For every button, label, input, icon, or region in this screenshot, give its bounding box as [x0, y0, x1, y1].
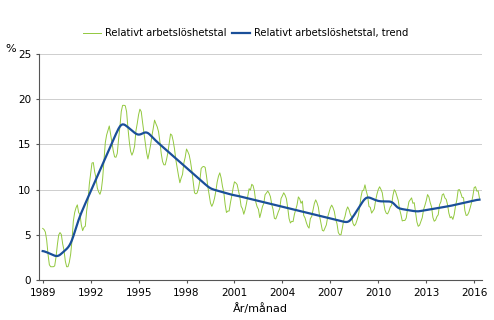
Relativt arbetslöshetstal	[40, 227, 45, 230]
Line: Relativt arbetslöshetstal, trend: Relativt arbetslöshetstal, trend	[42, 124, 480, 256]
Relativt arbetslöshetstal, trend	[391, 202, 397, 206]
Relativt arbetslöshetstal, trend	[40, 249, 45, 253]
Relativt arbetslöshetstal, trend	[368, 196, 373, 200]
Relativt arbetslöshetstal	[194, 191, 200, 195]
Y-axis label: %: %	[5, 44, 16, 53]
Relativt arbetslöshetstal	[48, 265, 54, 269]
Line: Relativt arbetslöshetstal: Relativt arbetslöshetstal	[42, 105, 480, 267]
Relativt arbetslöshetstal	[254, 205, 260, 209]
Relativt arbetslöshetstal, trend	[271, 203, 277, 207]
Relativt arbetslöshetstal, trend	[120, 123, 125, 126]
Relativt arbetslöshetstal	[368, 205, 373, 209]
Relativt arbetslöshetstal, trend	[477, 198, 483, 202]
Relativt arbetslöshetstal, trend	[310, 212, 316, 216]
X-axis label: År/månad: År/månad	[233, 304, 288, 315]
Relativt arbetslöshetstal	[310, 208, 316, 212]
Relativt arbetslöshetstal, trend	[194, 175, 200, 179]
Relativt arbetslöshetstal	[391, 188, 397, 192]
Relativt arbetslöshetstal	[121, 103, 127, 107]
Legend: Relativt arbetslöshetstal, Relativt arbetslöshetstal, trend: Relativt arbetslöshetstal, Relativt arbe…	[79, 25, 412, 43]
Relativt arbetslöshetstal	[477, 196, 483, 200]
Relativt arbetslöshetstal	[271, 216, 277, 220]
Relativt arbetslöshetstal, trend	[254, 199, 260, 203]
Relativt arbetslöshetstal, trend	[53, 254, 59, 258]
